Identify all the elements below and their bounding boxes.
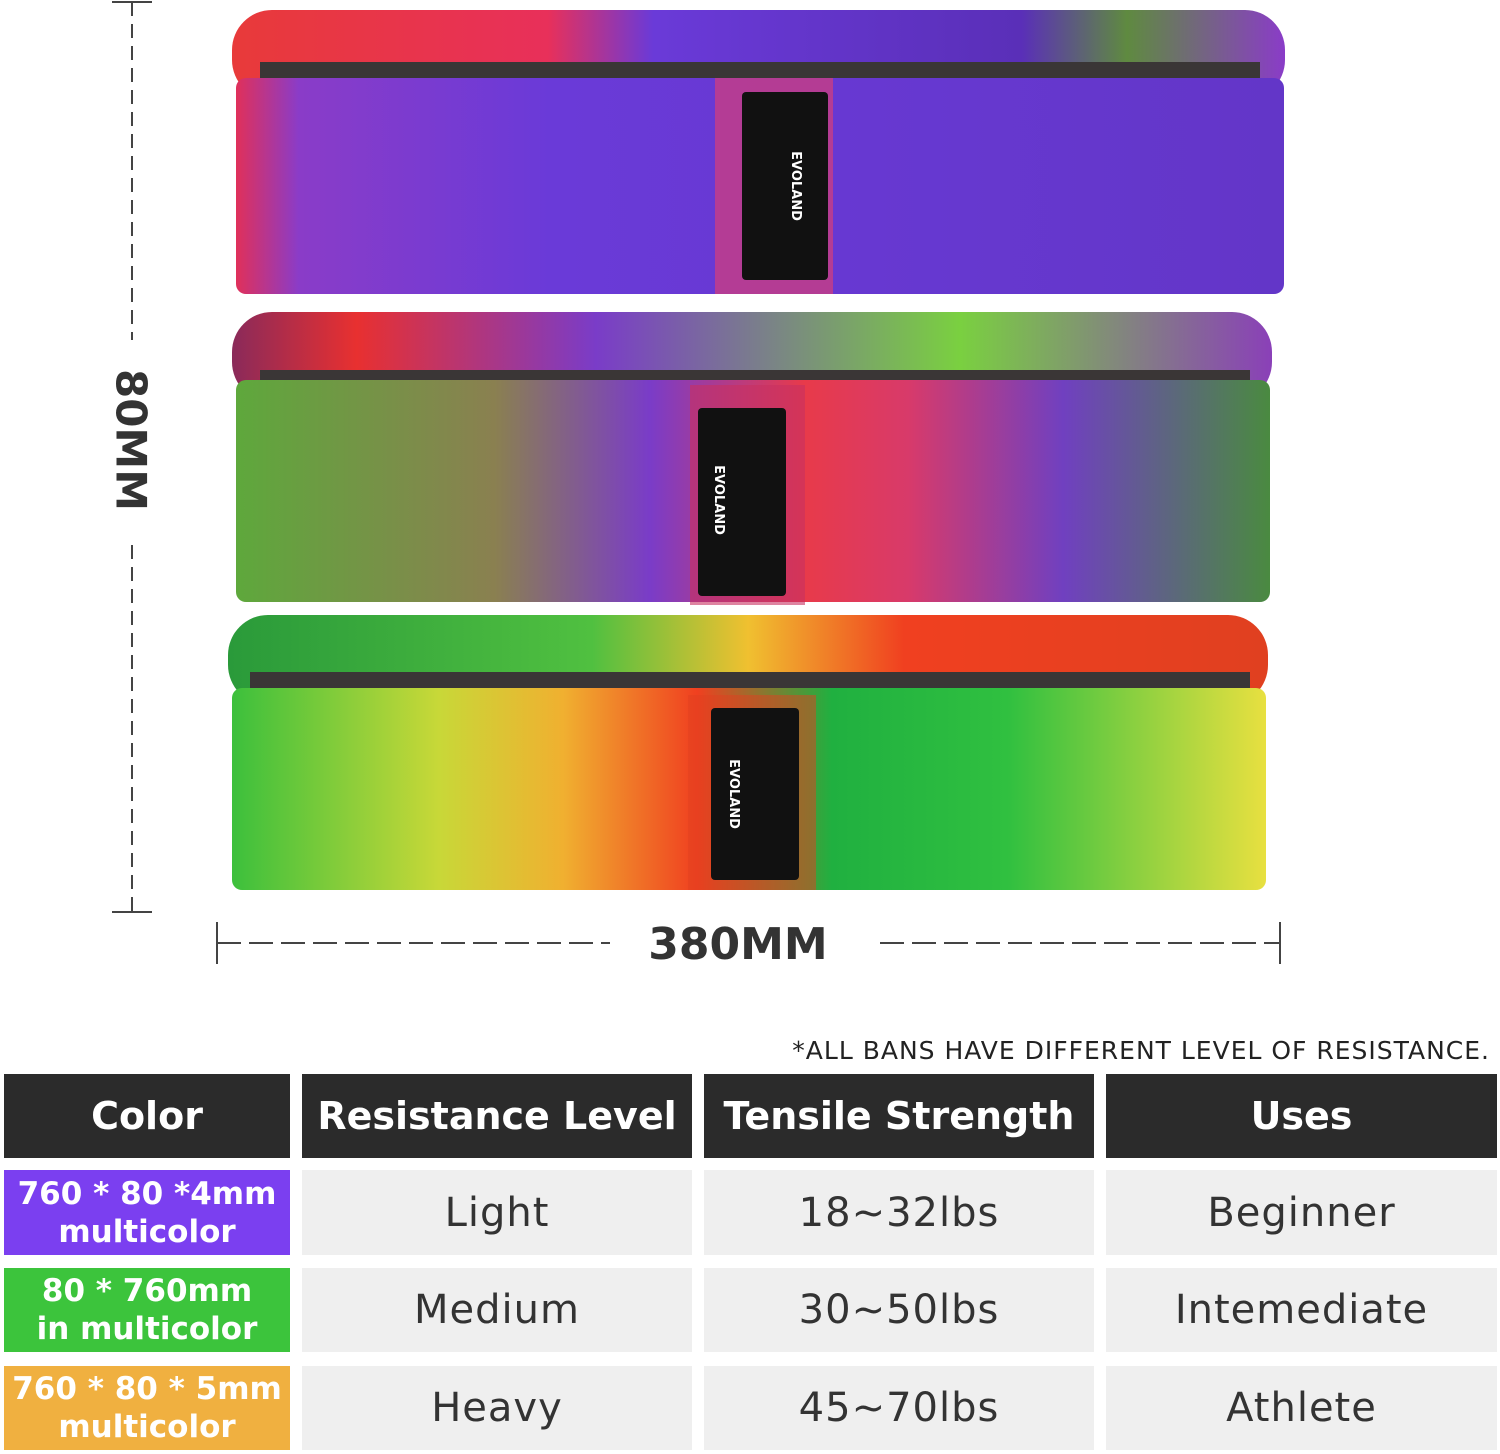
table-cell: 30~50lbs [704, 1268, 1094, 1352]
color-cell: 760 * 80 * 5mm multicolor [4, 1366, 290, 1450]
height-label: 80MM [107, 369, 156, 511]
table-cell: Athlete [1106, 1366, 1497, 1450]
color-line: 80 * 760mm [41, 1273, 253, 1309]
color-line: 760 * 80 *4mm [17, 1175, 277, 1212]
header-cell: Tensile Strength [704, 1074, 1094, 1158]
color-line: multicolor [58, 1409, 236, 1445]
band-heavy: EVOLAND [228, 615, 1268, 890]
color-line: 760 * 80 * 5mm [12, 1371, 282, 1407]
header-cell: Uses [1106, 1074, 1497, 1158]
table-cell: Heavy [302, 1366, 692, 1450]
dimension-lines [112, 1, 1281, 964]
table-cell: Light [302, 1170, 692, 1255]
brand: EVOLAND [726, 759, 741, 829]
table-cell: 18~32lbs [704, 1170, 1094, 1255]
color-cell: 760 * 80 *4mm multicolor [4, 1170, 290, 1255]
table-cell: 45~70lbs [704, 1366, 1094, 1450]
table-cell: Medium [302, 1268, 692, 1352]
brand: EVOLAND [788, 151, 803, 221]
color-line: in multicolor [36, 1311, 258, 1347]
width-label: 380MM [648, 919, 827, 970]
table-cell: Beginner [1106, 1170, 1497, 1255]
bands-illustration: EVOLAND EVOLAND EVOLAND 80MM 380MM [107, 1, 1285, 970]
note: *ALL BANS HAVE DIFFERENT LEVEL OF RESIST… [792, 1036, 1490, 1065]
table-cell: Intemediate [1106, 1268, 1497, 1352]
header-cell: Resistance Level [302, 1074, 692, 1158]
brand: EVOLAND [711, 465, 726, 535]
header-cell: Color [4, 1074, 290, 1158]
band-medium: EVOLAND [232, 312, 1272, 605]
color-cell: 80 * 760mm in multicolor [4, 1268, 290, 1352]
band-light: EVOLAND [232, 10, 1285, 294]
color-line: multicolor [58, 1213, 236, 1250]
